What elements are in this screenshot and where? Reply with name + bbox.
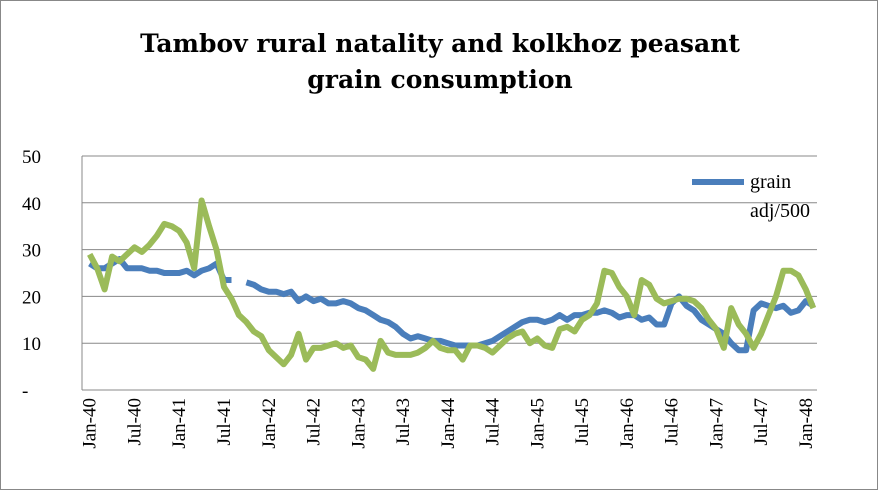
x-tick-label: Jan-47 (706, 398, 727, 449)
x-tick-label: Jan-43 (348, 398, 369, 449)
legend-label: grain adj/500 (750, 171, 810, 222)
y-tick-label: 20 (22, 287, 41, 308)
x-tick-label: Jan-41 (169, 398, 190, 449)
x-tick-label: Jan-44 (438, 398, 459, 449)
x-tick-label: Jan-46 (617, 398, 638, 449)
y-tick-label: 40 (22, 194, 41, 215)
chart-title: Tambov rural natality and kolkhoz peasan… (140, 29, 740, 94)
x-tick-label: Jul-41 (214, 398, 235, 446)
series-line (87, 197, 817, 372)
x-tick-label: Jan-45 (527, 398, 548, 449)
x-tick-label: Jul-45 (572, 398, 593, 446)
x-tick-label: Jan-48 (796, 398, 817, 449)
y-tick-label: 50 (22, 147, 41, 168)
x-tick-label: Jul-43 (393, 398, 414, 446)
x-tick-label: Jan-42 (259, 398, 280, 449)
y-tick-label: 30 (22, 241, 41, 262)
x-tick-label: Jul-44 (483, 398, 504, 446)
x-tick-label: Jul-46 (662, 398, 683, 446)
x-tick-label: Jan-40 (80, 398, 101, 449)
x-tick-label: Jul-40 (124, 398, 145, 446)
y-tick-label: 10 (22, 334, 41, 355)
x-tick-label: Jul-47 (751, 398, 772, 446)
x-tick-label: Jul-42 (304, 398, 325, 446)
y-tick-label: - (22, 381, 28, 402)
